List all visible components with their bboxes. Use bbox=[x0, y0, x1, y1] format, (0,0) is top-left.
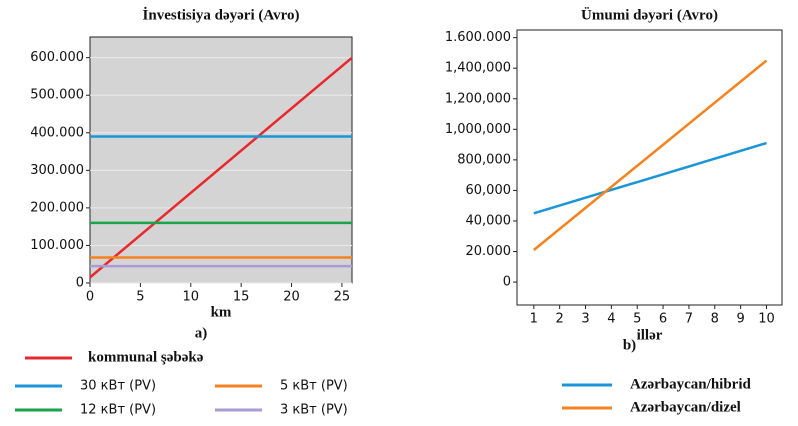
y-tick-label: 1,200,000 bbox=[445, 91, 511, 106]
x-tick-label: 10 bbox=[182, 290, 199, 305]
y-tick-label: 1.600.000 bbox=[445, 30, 511, 45]
y-tick-label: 0 bbox=[503, 275, 511, 290]
legend-label: 30 кВт (PV) bbox=[80, 379, 156, 394]
x-tick-label: 6 bbox=[659, 312, 667, 327]
x-tick-label: 10 bbox=[758, 312, 775, 327]
x-axis-label: km bbox=[211, 304, 232, 320]
x-tick-label: 1 bbox=[530, 312, 538, 327]
legend-label: 5 кВт (PV) bbox=[280, 379, 348, 394]
legend-label: Azərbaycan/hibrid bbox=[630, 376, 751, 392]
y-tick-label: 1,400,000 bbox=[445, 61, 511, 76]
legend-label: kommunal şəbəkə bbox=[88, 349, 204, 365]
legend-label: 12 кВт (PV) bbox=[80, 403, 156, 418]
series-line bbox=[89, 56, 353, 279]
y-tick-label: 0 bbox=[76, 276, 84, 291]
x-tick-label: 4 bbox=[607, 312, 615, 327]
y-tick-label: 20.000 bbox=[466, 244, 512, 259]
x-tick-label: 5 bbox=[136, 290, 144, 305]
x-tick-label: 5 bbox=[633, 312, 641, 327]
x-tick-label: 7 bbox=[685, 312, 693, 327]
x-tick-label: 20 bbox=[283, 290, 300, 305]
x-axis-label: illər bbox=[637, 327, 663, 343]
x-tick-label: 25 bbox=[334, 290, 351, 305]
panel-label: a) bbox=[195, 325, 208, 341]
x-tick-label: 8 bbox=[711, 312, 719, 327]
y-tick-label: 600.000 bbox=[30, 50, 84, 65]
series-line bbox=[533, 59, 768, 251]
series-line bbox=[533, 141, 767, 215]
y-tick-label: 300.000 bbox=[30, 163, 84, 178]
y-tick-label: 40,000 bbox=[466, 213, 512, 228]
y-tick-label: 100.000 bbox=[30, 238, 84, 253]
y-tick-label: 400.000 bbox=[30, 125, 84, 140]
chart-title: Ümumi dəyəri (Avro) bbox=[581, 6, 718, 23]
x-tick-label: 15 bbox=[233, 290, 250, 305]
y-tick-label: 60,000 bbox=[466, 183, 512, 198]
y-tick-label: 1,000,000 bbox=[445, 122, 511, 137]
x-tick-label: 3 bbox=[581, 312, 589, 327]
y-tick-label: 500.000 bbox=[30, 88, 84, 103]
y-tick-label: 800,000 bbox=[457, 152, 511, 167]
x-tick-label: 0 bbox=[86, 290, 94, 305]
x-tick-label: 2 bbox=[556, 312, 564, 327]
chart-title: İnvestisiya dəyəri (Avro) bbox=[143, 6, 300, 23]
x-tick-label: 9 bbox=[736, 312, 744, 327]
legend-label: Azərbaycan/dizel bbox=[630, 399, 741, 415]
y-tick-label: 200.000 bbox=[30, 200, 84, 215]
panel-label: b) bbox=[623, 337, 636, 353]
plot-area bbox=[89, 36, 353, 284]
legend-label: 3 кВт (PV) bbox=[280, 403, 348, 418]
plot-area bbox=[516, 29, 783, 306]
